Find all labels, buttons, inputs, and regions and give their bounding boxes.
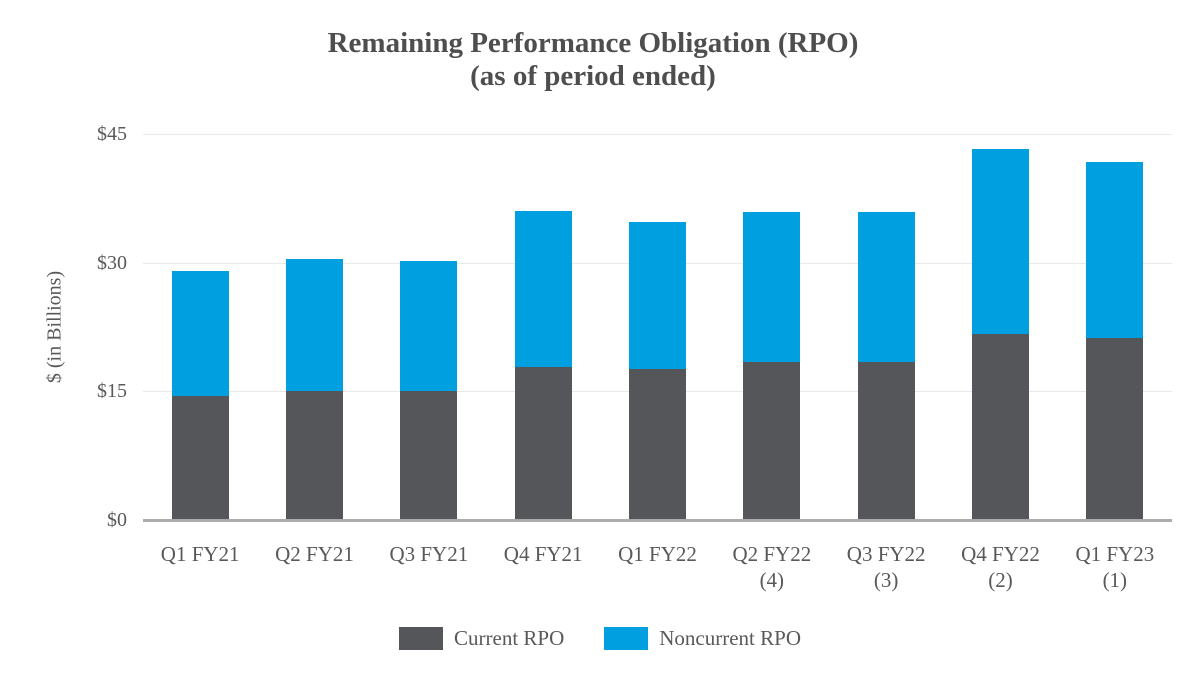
bar-noncurrent-segment	[972, 148, 1029, 334]
y-tick-label: $30	[97, 251, 127, 274]
legend-label: Current RPO	[454, 626, 565, 650]
bar-current-segment	[857, 362, 915, 520]
legend-swatch	[399, 627, 443, 650]
x-axis-label: Q1 FY22	[600, 541, 714, 567]
x-axis-label-footnote: (4)	[759, 568, 785, 592]
legend-label: Noncurrent RPO	[659, 626, 801, 650]
x-axis-label: Q2 FY22 (4)	[715, 541, 829, 593]
x-axis-label: Q3 FY22 (3)	[829, 541, 943, 593]
plot-area	[143, 134, 1172, 522]
bar-current-segment	[629, 369, 686, 520]
x-axis-label-period: Q3 FY21	[389, 542, 469, 566]
bar-current-segment	[171, 396, 229, 520]
legend: Current RPO Noncurrent RPO	[0, 626, 1200, 651]
y-tick-label: $15	[97, 380, 127, 403]
x-axis-label-period: Q2 FY21	[275, 542, 354, 566]
chart-title: Remaining Performance Obligation (RPO) (…	[93, 27, 1093, 93]
legend-item: Noncurrent RPO	[604, 626, 801, 651]
x-axis-label-period: Q1 FY22	[618, 542, 697, 566]
bar-noncurrent-segment	[286, 259, 343, 392]
x-axis-line	[143, 519, 1172, 522]
legend-swatch	[604, 627, 649, 650]
bar-noncurrent-segment	[857, 212, 915, 363]
x-axis-label: Q4 FY21	[486, 541, 600, 567]
y-axis-title: $ (in Billions)	[43, 270, 66, 384]
x-axis-label-period: Q4 FY22	[961, 542, 1040, 566]
chart-title-line1: Remaining Performance Obligation (RPO)	[327, 27, 859, 59]
x-axis-label: Q1 FY21	[143, 541, 257, 567]
bar-noncurrent-segment	[400, 260, 458, 392]
bar-noncurrent-segment	[1086, 162, 1144, 339]
bar-current-segment	[286, 391, 343, 520]
bar-current-segment	[400, 391, 458, 520]
chart-title-line2: (as of period ended)	[470, 60, 716, 92]
bar-noncurrent-segment	[743, 212, 801, 363]
bar-noncurrent-segment	[514, 211, 572, 368]
x-axis-label-footnote: (3)	[873, 568, 899, 592]
bar-noncurrent-segment	[171, 271, 229, 397]
legend-item: Current RPO	[399, 626, 564, 651]
bar-current-segment	[1086, 338, 1144, 520]
x-axis-label-period: Q2 FY22	[732, 542, 812, 566]
x-axis-label-period: Q1 FY23	[1075, 542, 1155, 566]
x-axis-label-period: Q3 FY22	[846, 542, 926, 566]
bar-current-segment	[743, 362, 801, 520]
bar-current-segment	[514, 367, 572, 520]
x-axis-label: Q1 FY23 (1)	[1058, 541, 1172, 593]
x-axis-label-period: Q1 FY21	[160, 542, 240, 566]
gridline	[143, 134, 1172, 135]
x-axis-label: Q3 FY21	[372, 541, 486, 567]
x-axis-label-period: Q4 FY21	[503, 542, 583, 566]
bar-noncurrent-segment	[629, 221, 686, 370]
x-axis-label-footnote: (2)	[988, 568, 1013, 592]
x-axis-label: Q2 FY21	[257, 541, 371, 567]
y-tick-label: $45	[97, 123, 127, 145]
x-axis-label-footnote: (1)	[1102, 568, 1128, 592]
x-axis-label: Q4 FY22 (2)	[943, 541, 1057, 593]
y-tick-label: $0	[107, 509, 127, 531]
bar-current-segment	[972, 333, 1029, 520]
